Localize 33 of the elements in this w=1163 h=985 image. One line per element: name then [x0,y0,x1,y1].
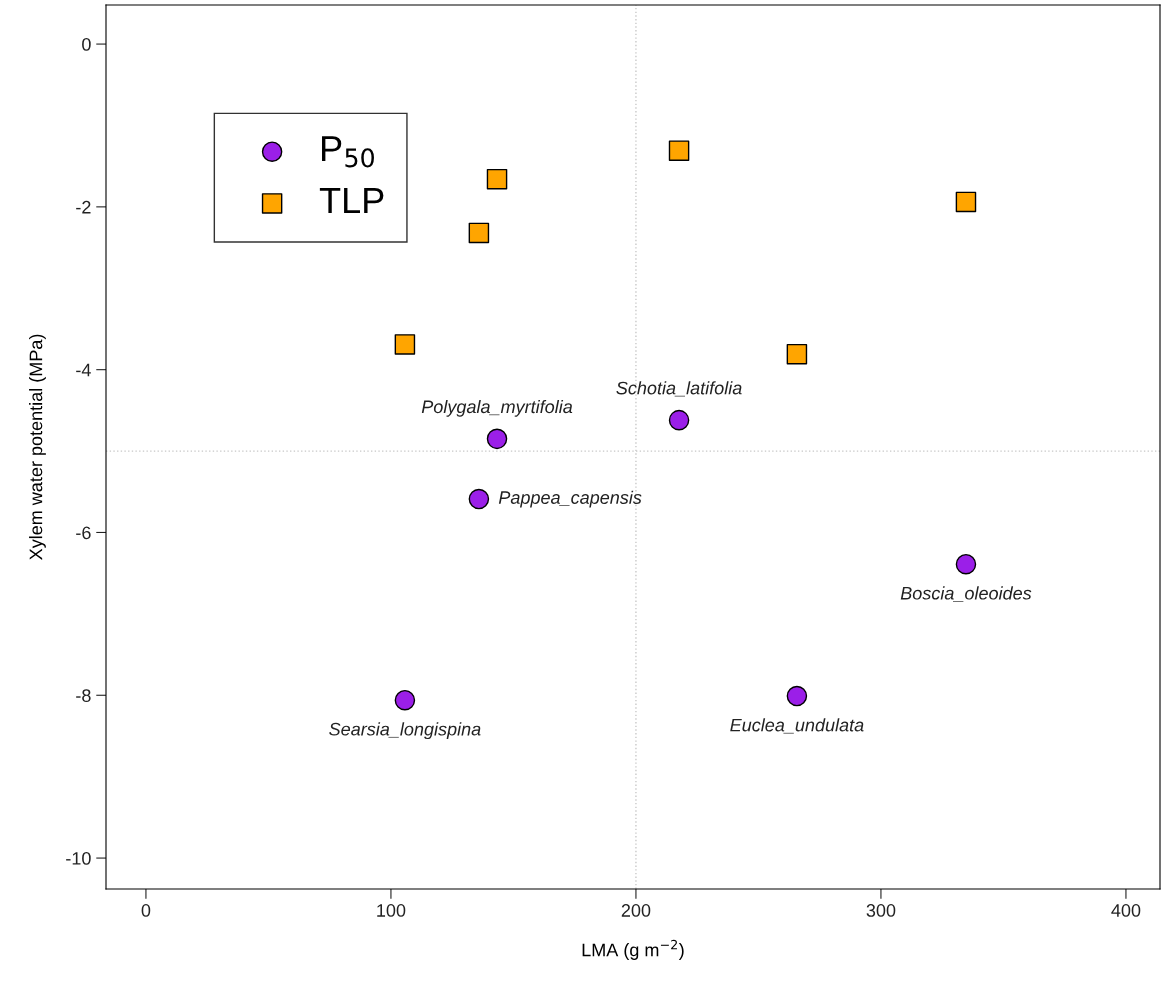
point [486,168,508,190]
annotation: Pappea_capensis [498,490,642,508]
x-tick-label: 100 [377,904,406,917]
point [955,191,977,213]
y-tick-label: -2 [76,200,91,214]
y-tick-label: -4 [76,363,91,377]
point [668,409,690,431]
y-tick-label: 0 [82,38,91,51]
x-tick-label: 200 [621,904,651,917]
point [468,488,490,510]
y-tick-label: -6 [76,526,91,540]
point [468,222,490,244]
x-tick-label: 0 [141,904,151,917]
annotation: Boscia_oleoides [900,586,1032,602]
annotation: Polygala_myrtifolia [421,399,573,417]
y-axis-title: Xylem water potential (MPa) [29,334,46,560]
point [786,685,808,707]
point [786,343,808,365]
y-tick-label: -8 [76,689,91,702]
point [955,553,977,575]
point [486,428,508,450]
point [394,334,416,355]
annotation: Schotia_latifolia [616,381,742,397]
annotation: Searsia_longispina [329,722,481,740]
x-tick-label: 300 [866,904,896,917]
point [394,689,416,711]
y-tick-label: -10 [66,852,91,865]
legend-label: P$_{50}$ [322,136,374,168]
legend-label: TLP [319,188,384,213]
x-axis-title: LMA (g m$^{−2}$) [582,939,684,960]
x-tick-label: 400 [1111,904,1141,917]
point [668,140,690,161]
annotation: Euclea_undulata [730,718,864,734]
